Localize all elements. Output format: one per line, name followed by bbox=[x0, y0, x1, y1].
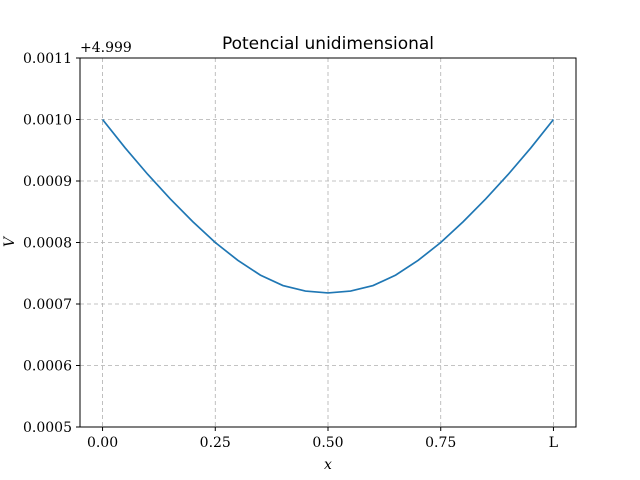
y-tick-label: 0.0011 bbox=[23, 51, 72, 67]
chart-title: Potencial unidimensional bbox=[222, 34, 434, 54]
x-tick-label: L bbox=[549, 435, 558, 451]
y-tick-label: 0.0006 bbox=[23, 359, 72, 375]
y-offset-label: +4.999 bbox=[80, 40, 132, 56]
y-tick-label: 0.0009 bbox=[23, 174, 72, 190]
y-tick-label: 0.0008 bbox=[23, 236, 72, 252]
x-tick-label: 0.00 bbox=[87, 435, 118, 451]
y-axis-label: V bbox=[2, 235, 18, 247]
x-tick-label: 0.75 bbox=[425, 435, 456, 451]
grid-lines bbox=[80, 57, 576, 428]
y-tick-label: 0.0007 bbox=[23, 297, 72, 313]
series-line bbox=[101, 118, 555, 294]
x-tick-label: 0.25 bbox=[200, 435, 231, 451]
x-tick-label: 0.50 bbox=[312, 435, 343, 451]
y-tick-label: 0.0010 bbox=[23, 113, 72, 129]
tick-layer: 0.00 0.25 0.50 0.75 L 0.0005 0.0006 0.0007 0.000… bbox=[23, 51, 558, 451]
x-axis-label: x bbox=[324, 457, 332, 473]
y-tick-label: 0.0005 bbox=[23, 420, 72, 436]
series-layer bbox=[101, 118, 555, 294]
